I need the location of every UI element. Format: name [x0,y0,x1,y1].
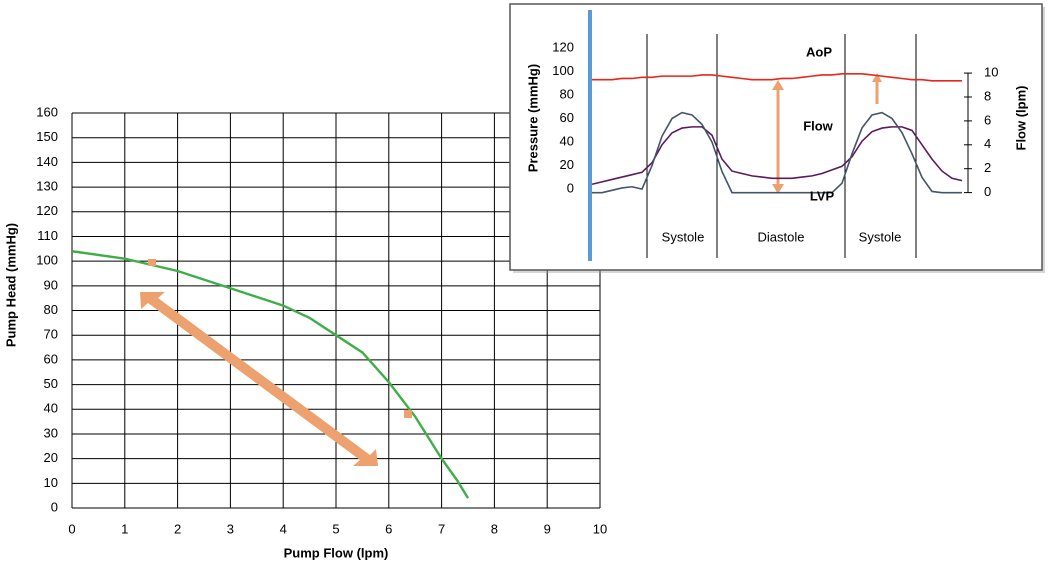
y-tick-label: 20 [44,450,58,465]
y-axis-title: Pump Head (mmHg) [3,223,18,347]
y-tick-label: 100 [36,253,58,268]
y-tick-label: 100 [552,63,574,78]
y-tick-label: 160 [36,104,58,119]
y2-tick-label: 10 [984,65,998,80]
x-tick-label: 1 [121,521,128,536]
y-tick-label: 90 [44,277,58,292]
y2-tick-label: 6 [984,112,991,127]
point-marker [404,410,412,418]
main-chart: Pump Flow (lpm) Pump Head (mmHg) 0102030… [3,104,607,560]
data-line [592,111,962,194]
y-tick-label: 120 [552,39,574,54]
x-tick-label: 3 [227,521,234,536]
y-tick-label: 50 [44,376,58,391]
y-tick-label: 40 [560,133,574,148]
arrow-head [872,73,882,82]
y-tick-label: 20 [560,157,574,172]
y-tick-label: 60 [44,351,58,366]
series-label: Flow [803,118,833,133]
series-label: AoP [806,44,832,59]
y-tick-label: 60 [560,110,574,125]
y-axis-title: Pressure (mmHg) [525,64,540,172]
inset-frame [509,3,1043,271]
phase-label: Systole [859,229,902,244]
y-tick-label: 120 [36,203,58,218]
annotations [140,259,412,466]
x-axis-title: Pump Flow (lpm) [284,545,389,560]
y2-tick-label: 4 [984,136,991,151]
y-tick-label: 30 [44,425,58,440]
x-tick-label: 0 [68,521,75,536]
y-tick-label: 40 [44,401,58,416]
x-tick-label: 4 [280,521,287,536]
y-tick-label: 150 [36,129,58,144]
y-tick-label: 140 [36,154,58,169]
series-label: LVP [810,188,835,203]
phase-label: Systole [662,229,705,244]
y-tick-label: 0 [51,499,58,514]
y2-tick-label: 2 [984,160,991,175]
y-tick-label: 130 [36,179,58,194]
x-tick-label: 2 [174,521,181,536]
data-line [592,72,962,82]
x-tick-label: 8 [491,521,498,536]
x-tick-label: 9 [544,521,551,536]
y2-tick-label: 0 [984,184,991,199]
y-tick-label: 70 [44,327,58,342]
y2-tick-label: 8 [984,88,991,103]
x-tick-label: 10 [593,521,607,536]
y-tick-label: 80 [44,302,58,317]
x-tick-label: 5 [332,521,339,536]
y-tick-label: 0 [567,181,574,196]
y-tick-label: 110 [37,228,58,243]
x-tick-label: 6 [385,521,392,536]
point-marker [148,259,156,266]
range-arrow [140,292,378,466]
y-tick-label: 10 [44,475,58,490]
y2-axis-title: Flow (lpm) [1013,86,1028,151]
y-tick-label: 80 [560,86,574,101]
data-line [71,250,470,499]
inset-chart: Pressure (mmHg) Flow (lpm) 0204060801001… [509,3,1045,273]
x-tick-label: 7 [438,521,445,536]
phase-label: Diastole [758,229,805,244]
